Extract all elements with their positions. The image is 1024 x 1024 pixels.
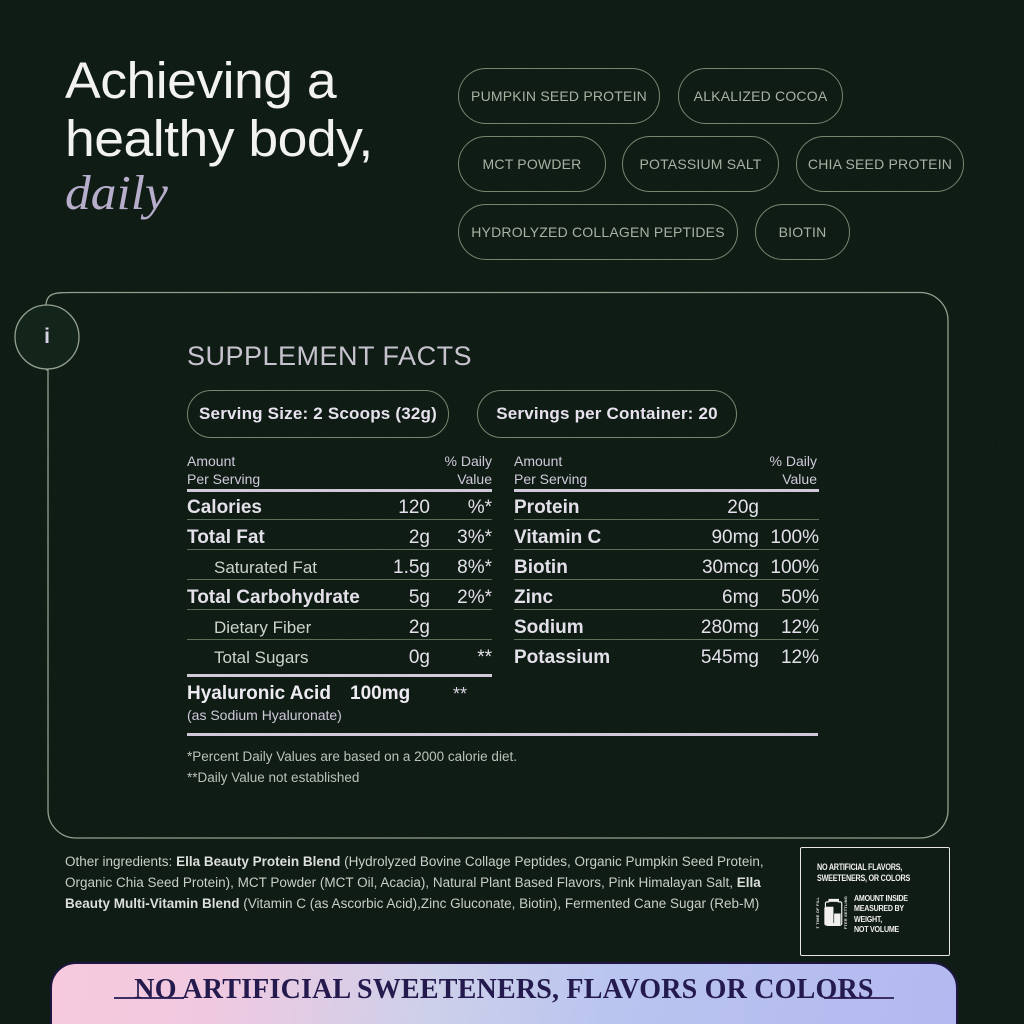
svg-text:AFTER SETTLING: AFTER SETTLING [844,896,848,929]
svg-text:AT TIME OF FILL: AT TIME OF FILL [816,897,820,929]
